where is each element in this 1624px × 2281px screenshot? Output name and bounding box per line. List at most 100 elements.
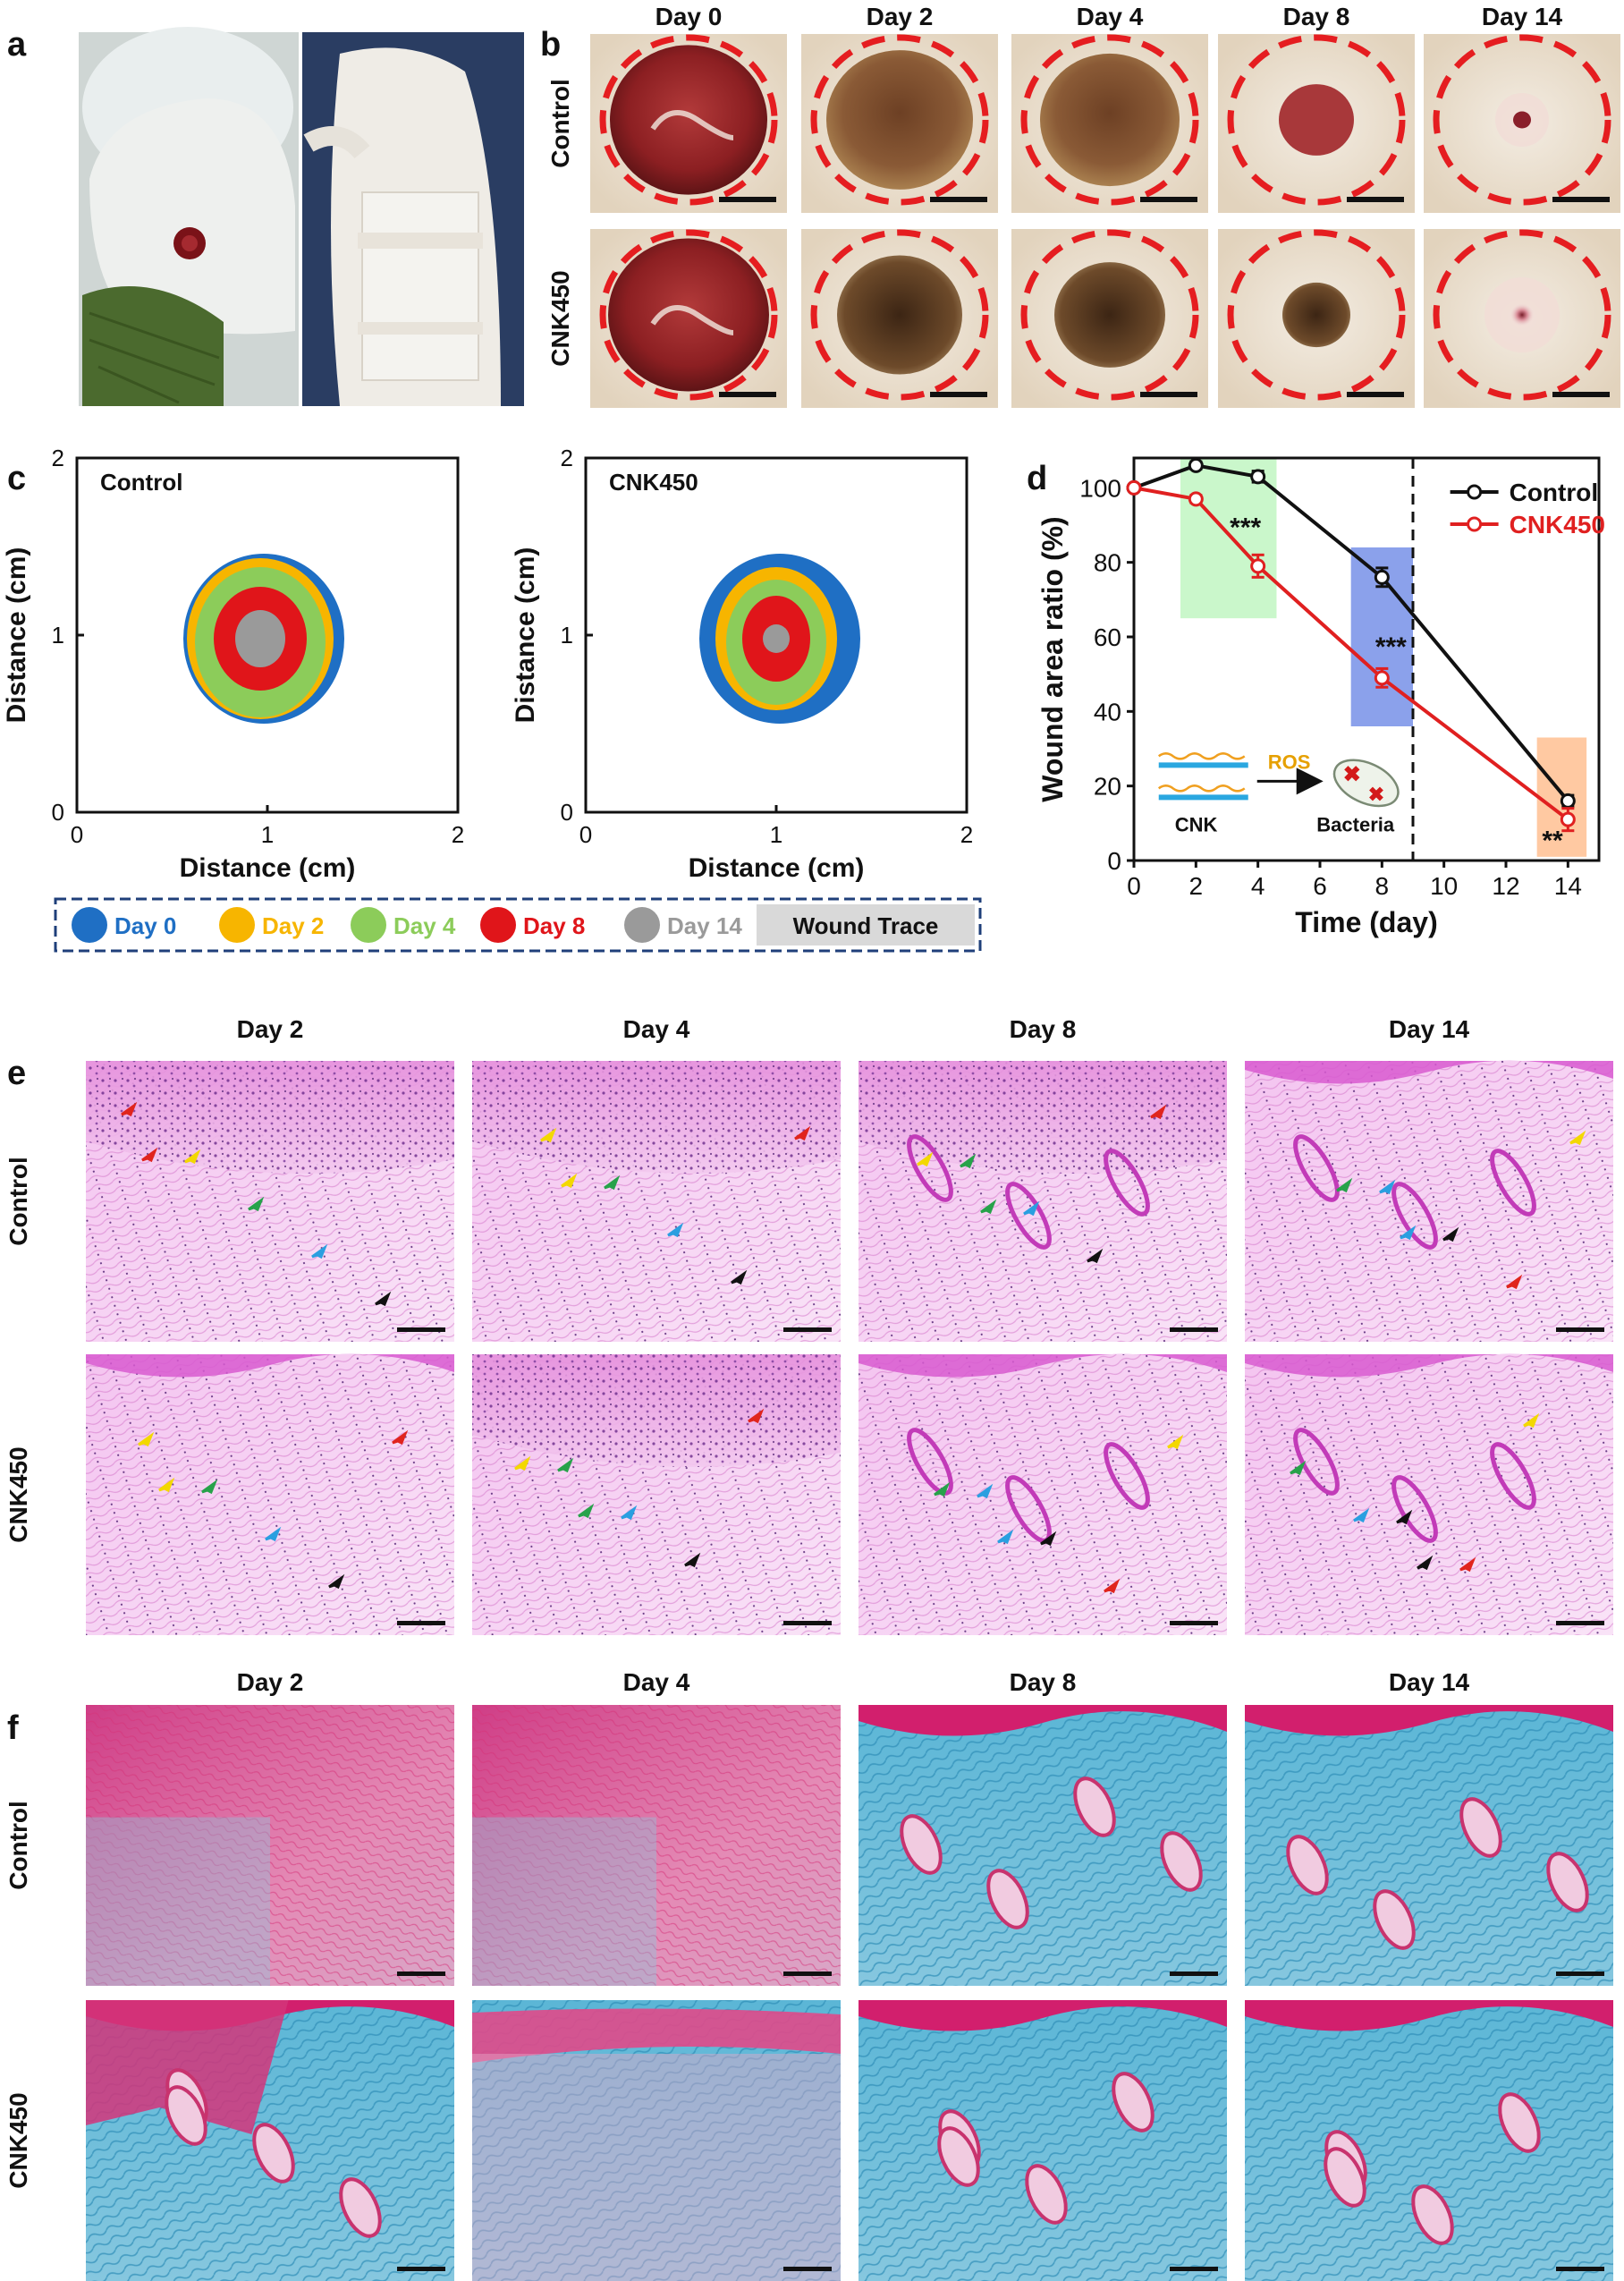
legend-trace-box bbox=[757, 904, 975, 945]
hair-follicle bbox=[1104, 1442, 1150, 1510]
he-inflammatory-cells bbox=[859, 1061, 1227, 1174]
cell-arrow bbox=[311, 1243, 328, 1259]
cell-arrow bbox=[748, 1408, 765, 1424]
wound-glare bbox=[650, 110, 734, 140]
hair-follicle bbox=[1005, 1182, 1052, 1250]
scale-bar bbox=[1170, 2267, 1218, 2271]
he-epidermis bbox=[86, 1353, 454, 1378]
masson-epidermis bbox=[1245, 1705, 1613, 1736]
x-tick-label: 0 bbox=[1127, 872, 1141, 900]
scale-bar bbox=[1552, 392, 1610, 397]
scale-bar bbox=[783, 1971, 832, 1976]
cnk-wave bbox=[1157, 784, 1246, 793]
masson-epidermis bbox=[859, 2000, 1227, 2031]
wound-area bbox=[1040, 53, 1180, 187]
hair-follicle bbox=[1324, 2147, 1366, 2208]
legend-label-2: Day 4 bbox=[393, 912, 456, 939]
cell-arrow bbox=[392, 1429, 409, 1446]
scale-bar bbox=[1556, 1327, 1604, 1332]
he-inflammatory-cells bbox=[472, 1061, 841, 1174]
hair-follicle bbox=[1025, 2164, 1068, 2225]
dashed-circle bbox=[599, 34, 778, 206]
cell-arrow bbox=[1417, 1555, 1434, 1571]
wound-area bbox=[608, 238, 769, 392]
hair-follicle bbox=[1391, 1475, 1438, 1543]
dashed-circle bbox=[1227, 34, 1406, 206]
he-fibers bbox=[1245, 1061, 1613, 1342]
masson-fibers bbox=[472, 1705, 841, 1986]
cell-arrow bbox=[561, 1173, 578, 1189]
data-point bbox=[1250, 558, 1266, 574]
data-point bbox=[1560, 793, 1576, 809]
y-tick-label: 100 bbox=[1079, 474, 1121, 502]
he-epidermis bbox=[1245, 1060, 1613, 1084]
group-label-0: Control bbox=[546, 79, 574, 168]
cell-arrow bbox=[141, 1147, 158, 1163]
hair-follicle bbox=[907, 1134, 953, 1202]
legend-trace-label: Wound Trace bbox=[793, 912, 939, 939]
he-epidermis bbox=[859, 1353, 1227, 1378]
mt-group-label-0: Control bbox=[4, 1801, 32, 1890]
legend-swatch-4 bbox=[624, 907, 660, 943]
hair-follicle bbox=[907, 1428, 953, 1496]
x-tick-label: 2 bbox=[1189, 872, 1204, 900]
cell-arrow bbox=[121, 1101, 138, 1117]
y-tick-label: 2 bbox=[561, 445, 573, 471]
data-point bbox=[1188, 491, 1204, 507]
x-tick-label: 6 bbox=[1313, 872, 1327, 900]
cell-arrow bbox=[731, 1269, 748, 1285]
dashed-circle bbox=[1433, 34, 1611, 206]
scale-bar bbox=[930, 392, 987, 397]
cell-arrow bbox=[1379, 1179, 1396, 1195]
legend-label-4: Day 14 bbox=[667, 912, 742, 939]
trace-day-4 bbox=[763, 624, 790, 653]
he-day-label-1: Day 4 bbox=[623, 1015, 690, 1043]
dashed-circle bbox=[1227, 229, 1406, 401]
x-tick-label: 1 bbox=[770, 821, 782, 848]
data-point bbox=[1250, 469, 1266, 485]
hair-follicle bbox=[1286, 1835, 1329, 1895]
hair-follicle bbox=[986, 1869, 1029, 1929]
data-point bbox=[1188, 457, 1204, 473]
legend-label-0: Day 0 bbox=[114, 912, 176, 939]
day-label-2: Day 4 bbox=[1077, 3, 1144, 30]
legend-label-1: Day 2 bbox=[262, 912, 324, 939]
he-inflammatory-cells bbox=[86, 1061, 454, 1174]
x-tick-label: 2 bbox=[452, 821, 464, 848]
scale-bar bbox=[1170, 1621, 1218, 1625]
cell-arrow bbox=[1569, 1130, 1586, 1146]
he-day-label-2: Day 8 bbox=[1010, 1015, 1077, 1043]
inset-label-ros: ROS bbox=[1268, 750, 1311, 773]
hair-follicle bbox=[1391, 1182, 1438, 1250]
day-label-3: Day 8 bbox=[1283, 3, 1350, 30]
masson-fibers bbox=[859, 2000, 1227, 2281]
trace-day-4 bbox=[235, 610, 285, 667]
cell-arrow bbox=[1104, 1578, 1121, 1594]
day-label-0: Day 0 bbox=[656, 3, 723, 30]
hair-follicle bbox=[1546, 1852, 1589, 1912]
he-stain-grid: Day 2 Day 4 Day 8 Day 14 Control CNK450 bbox=[4, 1015, 1613, 1635]
trace-plot-title: Control bbox=[100, 469, 182, 496]
hair-follicle bbox=[1490, 1149, 1536, 1217]
he-inflammatory-cells bbox=[472, 1354, 841, 1467]
hair-follicle bbox=[1373, 1889, 1416, 1950]
mt-day-label-0: Day 2 bbox=[237, 1668, 304, 1696]
inset-label-bacteria: Bacteria bbox=[1316, 813, 1395, 835]
day-label-1: Day 2 bbox=[867, 3, 934, 30]
masson-epidermis bbox=[472, 2008, 841, 2063]
hair-follicle bbox=[1112, 2072, 1155, 2133]
y-tick-label: 0 bbox=[1107, 847, 1121, 875]
y-tick-label: 20 bbox=[1094, 773, 1121, 801]
y-tick-label: 80 bbox=[1094, 549, 1121, 577]
x-tick-label: 4 bbox=[1251, 872, 1265, 900]
cell-arrow bbox=[1523, 1412, 1540, 1429]
x-tick-label: 8 bbox=[1375, 872, 1390, 900]
hair-follicle bbox=[252, 2123, 295, 2183]
hair-follicle bbox=[937, 2126, 980, 2187]
scale-bar bbox=[1347, 197, 1404, 202]
masson-stain-grid: Day 2 Day 4 Day 8 Day 14 Control CNK450 bbox=[4, 1668, 1613, 2281]
dashed-circle bbox=[1433, 229, 1611, 401]
masson-collagen bbox=[472, 1817, 656, 1986]
x-axis-label: Time (day) bbox=[1295, 906, 1437, 938]
masson-pink-wash bbox=[472, 2054, 841, 2281]
